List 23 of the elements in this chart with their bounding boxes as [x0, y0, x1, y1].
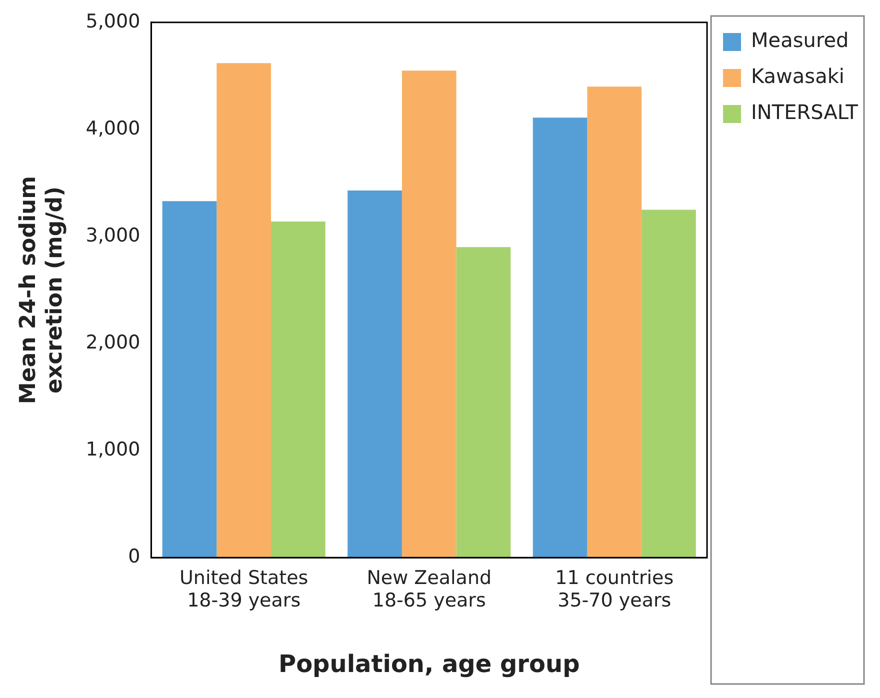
bar: [348, 190, 402, 558]
x-tick-label: United States 18-39 years: [180, 566, 308, 612]
x-tick-label: New Zealand 18-65 years: [366, 566, 492, 612]
bar: [271, 221, 326, 558]
y-axis-title: Mean 24-h sodium excretion (mg/d): [16, 176, 68, 404]
legend-label: Measured: [751, 28, 849, 52]
y-tick-label: 0: [128, 546, 140, 568]
bar: [642, 210, 696, 558]
legend-label: Kawasaki: [751, 64, 844, 88]
x-axis-title: Population, age group: [278, 650, 580, 678]
bar: [532, 118, 588, 558]
bar: [402, 70, 456, 558]
bar: [456, 247, 511, 558]
x-tick-label: 11 countries 35-70 years: [555, 566, 674, 612]
bar: [162, 201, 217, 558]
y-tick-label: 1,000: [86, 438, 140, 460]
bar: [587, 86, 642, 558]
legend-label: INTERSALT: [751, 100, 859, 124]
y-tick-label: 4,000: [86, 117, 140, 140]
y-tick-label: 5,000: [86, 10, 140, 32]
y-tick-label: 3,000: [86, 224, 140, 246]
bar: [216, 63, 272, 558]
y-tick-label: 2,000: [86, 331, 140, 354]
